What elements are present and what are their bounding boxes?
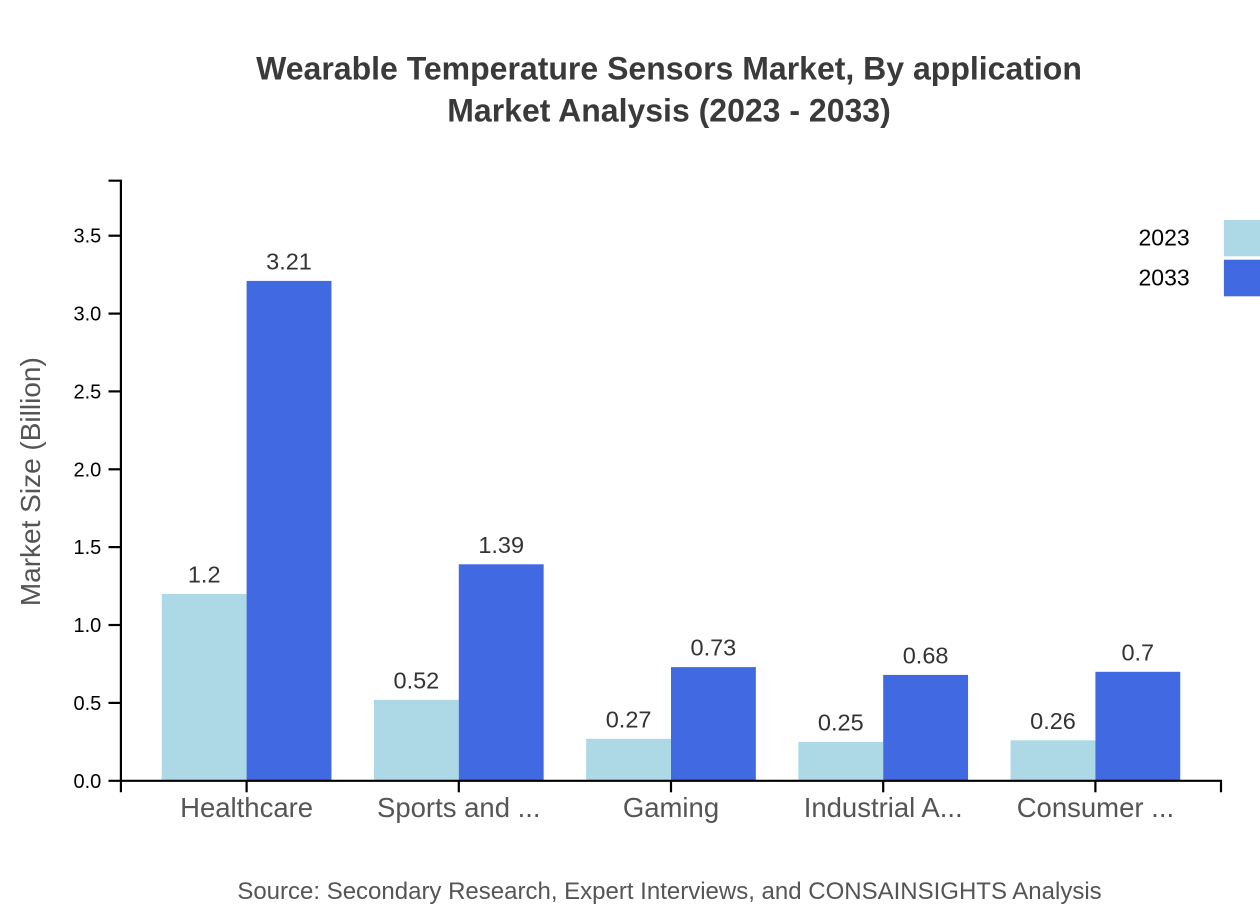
svg-text:0.5: 0.5 bbox=[73, 693, 101, 715]
svg-text:0.26: 0.26 bbox=[1030, 708, 1076, 734]
svg-text:3.5: 3.5 bbox=[73, 226, 101, 248]
svg-text:Industrial A...: Industrial A... bbox=[804, 792, 963, 823]
svg-text:1.2: 1.2 bbox=[188, 561, 221, 587]
svg-text:0.25: 0.25 bbox=[818, 709, 864, 735]
svg-text:0.7: 0.7 bbox=[1121, 639, 1154, 665]
svg-text:0.52: 0.52 bbox=[394, 667, 440, 693]
svg-text:0.68: 0.68 bbox=[903, 642, 949, 668]
svg-text:Sports and ...: Sports and ... bbox=[377, 792, 541, 823]
svg-text:0.73: 0.73 bbox=[691, 635, 737, 661]
svg-text:Consumer ...: Consumer ... bbox=[1017, 792, 1174, 823]
svg-text:Healthcare: Healthcare bbox=[180, 792, 313, 823]
svg-text:3.0: 3.0 bbox=[73, 304, 101, 326]
svg-text:Gaming: Gaming bbox=[623, 792, 719, 823]
svg-text:2023: 2023 bbox=[1139, 225, 1190, 251]
svg-text:2033: 2033 bbox=[1139, 265, 1190, 291]
svg-text:1.39: 1.39 bbox=[478, 532, 524, 558]
svg-text:0.0: 0.0 bbox=[73, 771, 101, 793]
svg-text:2.0: 2.0 bbox=[73, 459, 101, 481]
svg-text:2.5: 2.5 bbox=[73, 381, 101, 403]
svg-text:1.5: 1.5 bbox=[73, 537, 101, 559]
svg-text:Market Analysis (2023 - 2033): Market Analysis (2023 - 2033) bbox=[447, 93, 891, 129]
svg-text:3.21: 3.21 bbox=[266, 248, 312, 274]
svg-text:Market Size (Billion): Market Size (Billion) bbox=[15, 357, 46, 606]
svg-text:Wearable Temperature Sensors M: Wearable Temperature Sensors Market, By … bbox=[256, 51, 1082, 87]
svg-text:Source: Secondary Research, Ex: Source: Secondary Research, Expert Inter… bbox=[237, 878, 1101, 905]
svg-text:1.0: 1.0 bbox=[73, 615, 101, 637]
svg-text:0.27: 0.27 bbox=[606, 706, 652, 732]
